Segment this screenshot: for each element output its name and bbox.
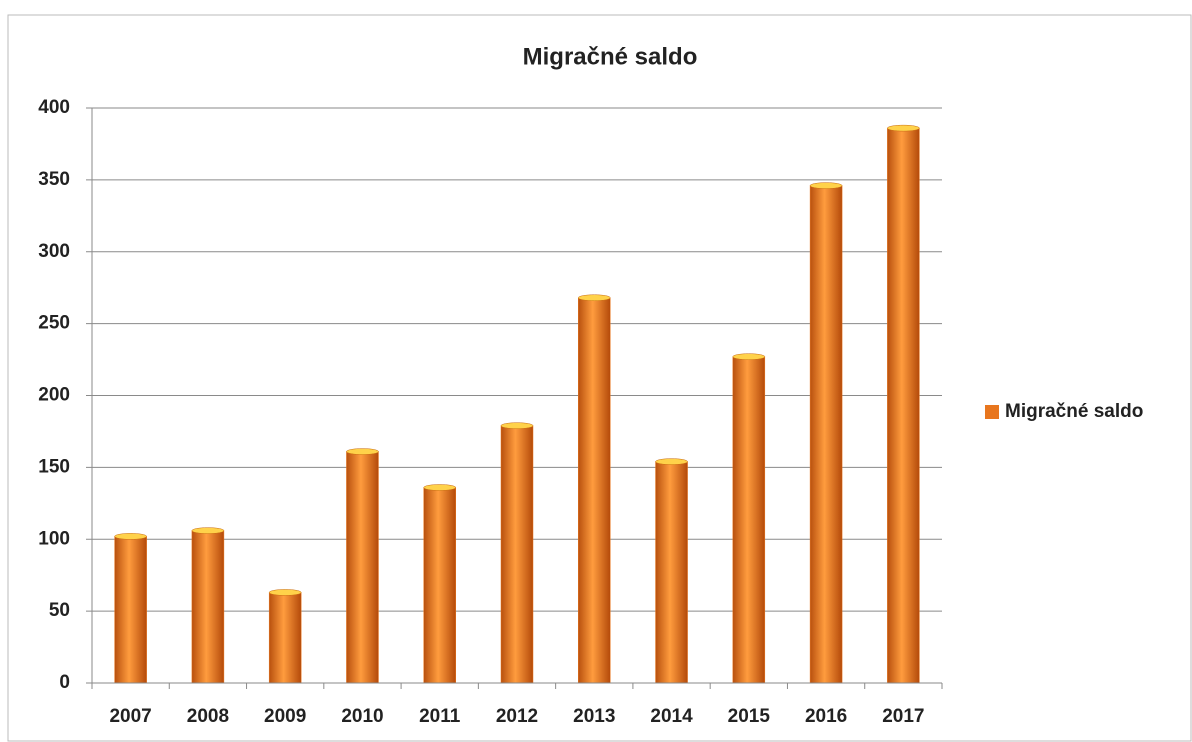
bar bbox=[887, 127, 920, 684]
bar bbox=[346, 451, 379, 684]
bar-cap bbox=[114, 533, 147, 540]
bar-cap bbox=[732, 353, 766, 360]
bar bbox=[732, 356, 766, 684]
x-tick-label: 2015 bbox=[728, 706, 771, 727]
bar bbox=[191, 530, 225, 684]
bar bbox=[578, 297, 611, 684]
y-tick-label: 350 bbox=[38, 169, 70, 190]
bar bbox=[500, 425, 534, 684]
legend-swatch bbox=[985, 405, 999, 419]
bar bbox=[423, 487, 456, 684]
bar-cap bbox=[500, 422, 534, 429]
x-tick-label: 2008 bbox=[187, 706, 229, 727]
bar bbox=[268, 592, 302, 684]
y-tick-label: 0 bbox=[59, 672, 70, 693]
x-tick-label: 2009 bbox=[264, 706, 306, 727]
bar bbox=[655, 461, 688, 684]
y-tick-label: 200 bbox=[38, 385, 70, 406]
bar-cap bbox=[346, 448, 379, 455]
y-tick-label: 250 bbox=[38, 313, 70, 334]
y-tick-label: 150 bbox=[38, 456, 70, 477]
chart-title: Migračné saldo bbox=[523, 43, 698, 70]
y-tick-label: 300 bbox=[38, 241, 70, 262]
bar-cap bbox=[423, 484, 456, 491]
bar bbox=[809, 185, 843, 684]
y-tick-label: 400 bbox=[38, 97, 70, 118]
x-tick-label: 2017 bbox=[882, 706, 924, 727]
y-tick-label: 50 bbox=[49, 600, 70, 621]
bar-cap bbox=[809, 182, 843, 189]
bar-cap bbox=[268, 589, 302, 596]
y-tick-label: 100 bbox=[38, 528, 70, 549]
x-tick-label: 2010 bbox=[341, 706, 383, 727]
x-tick-label: 2011 bbox=[419, 706, 461, 727]
x-tick-label: 2013 bbox=[573, 706, 615, 727]
x-tick-label: 2014 bbox=[650, 706, 693, 727]
bar bbox=[114, 536, 147, 684]
bar-cap bbox=[887, 124, 920, 132]
bar-cap bbox=[191, 527, 225, 534]
x-tick-label: 2016 bbox=[805, 706, 847, 727]
x-tick-label: 2007 bbox=[109, 706, 151, 727]
legend-label: Migračné saldo bbox=[1005, 401, 1143, 422]
x-tick-label: 2012 bbox=[496, 706, 538, 727]
bar-cap bbox=[655, 458, 688, 465]
bar-cap bbox=[578, 294, 611, 301]
